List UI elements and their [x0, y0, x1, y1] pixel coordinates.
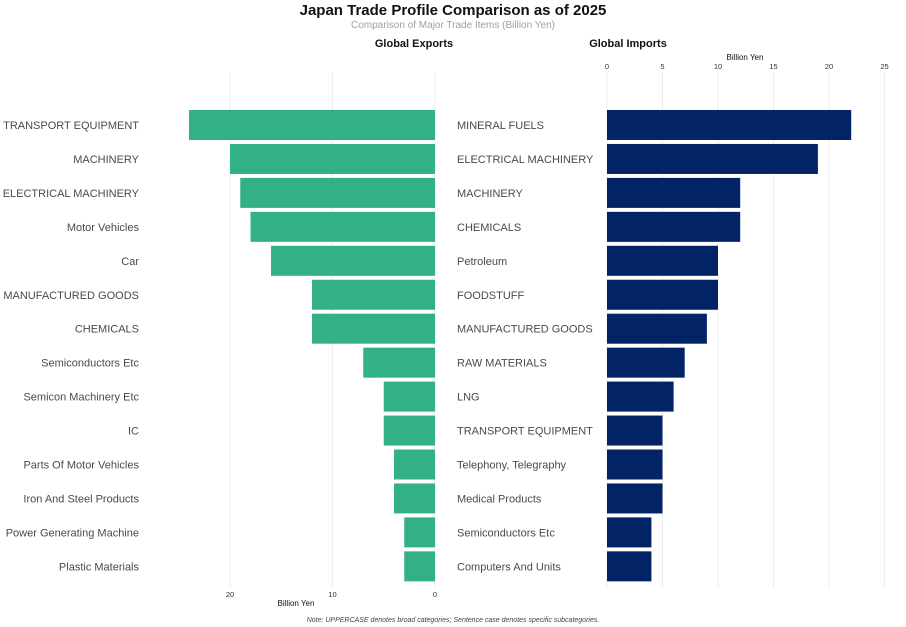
imports-category-label: MANUFACTURED GOODS	[457, 324, 593, 336]
exports-tick-label: 20	[226, 590, 234, 599]
exports-category-label: MANUFACTURED GOODS	[3, 290, 139, 302]
exports-category-label: Motor Vehicles	[67, 222, 140, 234]
imports-bar	[607, 143, 818, 174]
imports-category-label: FOODSTUFF	[457, 290, 524, 302]
imports-bar	[607, 177, 741, 208]
exports-category-label: Semicon Machinery Etc	[23, 392, 139, 404]
imports-tick-label: 10	[714, 62, 722, 71]
exports-tick-label: 10	[328, 590, 336, 599]
exports-bar	[394, 449, 435, 480]
imports-category-label: Computers And Units	[457, 561, 561, 573]
imports-category-label: ELECTRICAL MACHINERY	[457, 154, 594, 166]
exports-bars	[189, 110, 435, 582]
imports-category-label: RAW MATERIALS	[457, 358, 547, 370]
imports-bar	[607, 449, 663, 480]
imports-bar	[607, 211, 741, 242]
exports-bar	[404, 551, 435, 582]
imports-category-label: MINERAL FUELS	[457, 120, 544, 132]
exports-bar	[271, 245, 435, 276]
imports-bar	[607, 415, 663, 446]
imports-category-labels: MINERAL FUELS ELECTRICAL MACHINERY MACHINE…	[457, 120, 594, 573]
imports-category-label: CHEMICALS	[457, 222, 521, 234]
exports-category-label: ELECTRICAL MACHINERY	[3, 188, 140, 200]
exports-category-label: Power Generating Machine	[6, 527, 139, 539]
exports-bar	[383, 381, 435, 412]
imports-tick-label: 25	[880, 62, 888, 71]
exports-bar	[312, 313, 435, 344]
exports-tick-label: 0	[433, 590, 437, 599]
exports-category-label: Semiconductors Etc	[41, 358, 139, 370]
imports-bar	[607, 381, 674, 412]
exports-category-label: TRANSPORT EQUIPMENT	[3, 120, 139, 132]
imports-tick-label: 20	[825, 62, 833, 71]
imports-tick-label: 15	[769, 62, 777, 71]
exports-bar	[312, 279, 435, 310]
chart-note: Note: UPPERCASE denotes broad categories…	[307, 617, 600, 624]
imports-category-label: Telephony, Telegraphy	[457, 460, 567, 472]
imports-bar	[607, 551, 652, 582]
exports-bar	[383, 415, 435, 446]
imports-tick-labels: 0 5 10 15 20 25	[605, 62, 889, 71]
exports-category-label: Car	[121, 256, 139, 268]
imports-tick-label: 0	[605, 62, 609, 71]
imports-bar	[607, 347, 685, 378]
exports-bar	[189, 110, 435, 140]
imports-category-label: Petroleum	[457, 256, 507, 268]
exports-bar	[363, 347, 435, 378]
exports-category-label: IC	[128, 426, 139, 438]
imports-bar	[607, 483, 663, 514]
imports-bar	[607, 245, 718, 276]
imports-category-label: LNG	[457, 392, 480, 404]
exports-category-label: MACHINERY	[73, 154, 139, 166]
chart-subtitle: Comparison of Major Trade Items (Billion…	[351, 20, 555, 31]
imports-category-label: MACHINERY	[457, 188, 523, 200]
imports-tick-label: 5	[660, 62, 664, 71]
imports-bar	[607, 517, 652, 548]
exports-category-labels: TRANSPORT EQUIPMENT MACHINERY ELECTRICAL M…	[3, 120, 140, 573]
exports-category-label: CHEMICALS	[75, 324, 139, 336]
exports-bar	[240, 177, 435, 208]
imports-bar	[607, 110, 852, 140]
exports-category-label: Iron And Steel Products	[23, 493, 139, 505]
imports-bars	[607, 110, 852, 582]
imports-category-label: Medical Products	[457, 493, 542, 505]
exports-category-label: Parts Of Motor Vehicles	[23, 460, 139, 472]
exports-category-label: Plastic Materials	[59, 561, 140, 573]
exports-bar	[404, 517, 435, 548]
chart-title: Japan Trade Profile Comparison as of 202…	[300, 2, 607, 19]
exports-bar	[230, 143, 435, 174]
exports-bar	[394, 483, 435, 514]
exports-panel-title: Global Exports	[375, 38, 453, 50]
imports-category-label: Semiconductors Etc	[457, 527, 555, 539]
imports-category-label: TRANSPORT EQUIPMENT	[457, 426, 593, 438]
imports-axis-title: Billion Yen	[727, 53, 764, 62]
exports-bar	[250, 211, 435, 242]
imports-panel-title: Global Imports	[589, 38, 667, 50]
imports-bar	[607, 313, 707, 344]
imports-bar	[607, 279, 718, 310]
exports-tick-labels: 0 10 20	[226, 590, 437, 599]
exports-axis-title: Billion Yen	[278, 599, 315, 608]
